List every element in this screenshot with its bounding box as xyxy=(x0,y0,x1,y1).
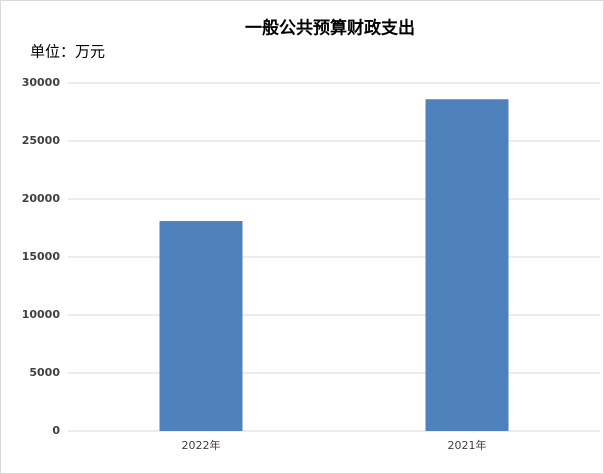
y-tick-label: 15000 xyxy=(22,250,61,263)
unit-label: 单位：万元 xyxy=(30,43,105,61)
x-tick-label: 2021年 xyxy=(448,438,487,452)
y-tick-label: 0 xyxy=(52,424,60,437)
bar xyxy=(425,99,509,432)
y-tick-label: 10000 xyxy=(22,308,61,321)
y-tick-label: 30000 xyxy=(22,76,61,89)
y-tick-label: 20000 xyxy=(22,192,61,205)
x-tick-label: 2022年 xyxy=(182,438,221,452)
chart-title: 一般公共预算财政支出 xyxy=(245,18,415,39)
y-tick-label: 25000 xyxy=(22,134,61,147)
y-tick-label: 5000 xyxy=(29,366,60,379)
bar xyxy=(159,221,243,431)
